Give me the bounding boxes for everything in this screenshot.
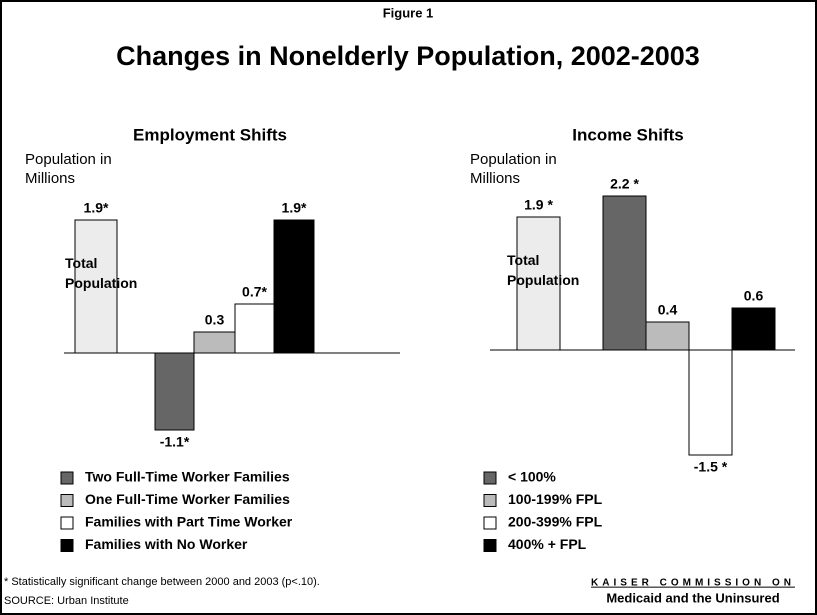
total-label: Total Population — [507, 252, 580, 288]
bar — [602, 195, 647, 351]
total-label: Total Population — [65, 255, 138, 291]
bar — [154, 352, 195, 431]
figure-label: Figure 1 — [383, 5, 434, 20]
legend-swatch — [483, 494, 497, 507]
value-label: 0.7* — [242, 284, 267, 300]
logo-top: KAISER COMMISSION ON — [591, 578, 795, 589]
page-title: Changes in Nonelderly Population, 2002-2… — [116, 41, 700, 71]
total-label-box: Total Population — [65, 255, 138, 291]
legend-label: 400% + FPL — [508, 536, 587, 552]
bar — [731, 307, 776, 351]
bar — [234, 303, 275, 354]
bar — [74, 219, 118, 354]
footnote: * Statistically significant change betwe… — [4, 576, 320, 588]
legend-label: One Full-Time Worker Families — [85, 491, 290, 507]
value-label: 0.6 — [744, 288, 764, 304]
y-axis-label: Population in Millions — [470, 151, 557, 187]
source: SOURCE: Urban Institute — [4, 595, 129, 607]
legend-label: Two Full-Time Worker Families — [85, 469, 290, 485]
value-label: -1.1* — [160, 434, 190, 450]
legend-label: 100-199% FPL — [508, 491, 603, 507]
y-axis-label-box: Population in Millions — [25, 151, 112, 187]
chart-title: Income Shifts — [572, 125, 683, 144]
chart-title: Employment Shifts — [133, 125, 287, 144]
value-label: -1.5 * — [694, 459, 728, 475]
value-label: 2.2 * — [610, 176, 639, 192]
legend-label: Families with Part Time Worker — [85, 514, 293, 530]
legend-label: Families with No Worker — [85, 536, 248, 552]
legend-label: 200-399% FPL — [508, 514, 603, 530]
bar — [645, 321, 690, 351]
legend-swatch — [483, 539, 497, 552]
legend-swatch — [60, 471, 74, 485]
value-label: 1.9 * — [524, 197, 553, 213]
legend-swatch — [483, 471, 497, 485]
legend-swatch — [483, 516, 497, 530]
bar — [688, 349, 733, 456]
legend-swatch — [60, 494, 74, 507]
logo-bottom: Medicaid and the Uninsured — [606, 590, 779, 605]
y-axis-label: Population in Millions — [25, 151, 112, 187]
total-label-box: Total Population — [507, 252, 580, 288]
value-label: 1.9* — [84, 200, 109, 216]
value-label: 0.4 — [658, 302, 678, 318]
legend-swatch — [60, 539, 74, 552]
bar — [193, 331, 236, 354]
bar — [273, 219, 315, 354]
legend-swatch — [60, 516, 74, 530]
value-label: 1.9* — [282, 200, 307, 216]
legend-label: < 100% — [508, 469, 556, 485]
value-label: 0.3 — [205, 312, 225, 328]
y-axis-label-box: Population in Millions — [470, 151, 557, 187]
